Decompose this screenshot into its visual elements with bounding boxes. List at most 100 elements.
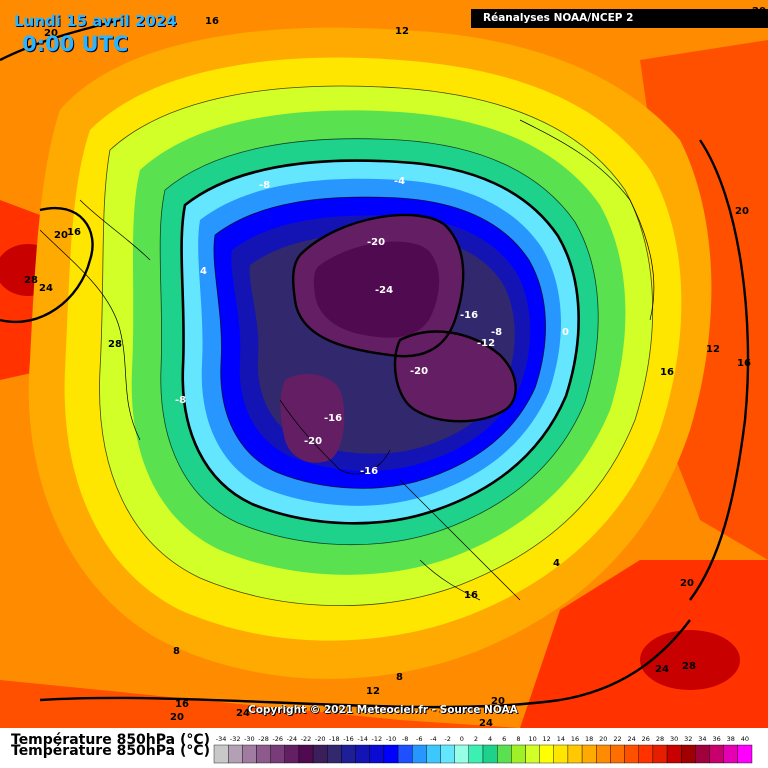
legend-tick-label: -10 xyxy=(386,735,397,743)
map-label: 20 xyxy=(44,28,58,39)
legend-tick-label: -4 xyxy=(430,735,436,743)
legend-swatch xyxy=(312,744,328,764)
map-label: -4 xyxy=(394,176,405,187)
legend-swatch xyxy=(737,744,753,764)
copyright-notice: Copyright © 2021 Meteociel.fr - Source N… xyxy=(248,704,518,716)
map-label: 0 xyxy=(562,327,569,338)
map-label: -8 xyxy=(259,180,270,191)
isotherm-20-nw xyxy=(0,207,94,324)
map-label: 28 xyxy=(108,339,122,350)
cold-core-inner xyxy=(313,241,440,338)
legend-swatch xyxy=(723,744,739,764)
map-label: 8 xyxy=(173,646,180,657)
map-label: 20 xyxy=(491,696,505,707)
legend-swatch xyxy=(681,744,696,764)
legend-tick-label: 14 xyxy=(557,735,565,743)
isotherm-minus20 xyxy=(291,213,465,358)
legend-tick-label: 30 xyxy=(670,735,678,743)
color-legend: Température 850hPa (°C) Température 850h… xyxy=(0,728,768,768)
map-label: 28 xyxy=(682,661,696,672)
map-label: 8 xyxy=(396,672,403,683)
map-date: Lundi 15 avril 2024 xyxy=(14,12,177,30)
legend-swatch xyxy=(341,744,356,764)
legend-tick-label: -26 xyxy=(272,735,283,743)
legend-swatch xyxy=(567,744,583,764)
legend-tick-label: 4 xyxy=(488,735,492,743)
legend-tick-label: 2 xyxy=(474,735,478,743)
legend-swatch xyxy=(298,744,314,764)
coastline-europe xyxy=(399,479,521,601)
legend-swatch xyxy=(638,744,654,764)
coastline-asia xyxy=(519,119,655,321)
legend-title: Température 850hPa (°C) xyxy=(11,732,211,748)
legend-tick-label: -8 xyxy=(402,735,408,743)
map-label: 24 xyxy=(479,718,493,728)
legend-swatch xyxy=(355,744,371,764)
data-source-label: Réanalyses NOAA/NCEP 2 xyxy=(471,9,768,28)
legend-tick-label: -24 xyxy=(287,735,298,743)
legend-tick-label: 28 xyxy=(656,735,664,743)
map-label: -20 xyxy=(367,237,385,248)
legend-tick-label: 8 xyxy=(516,735,520,743)
legend-swatch xyxy=(383,744,399,764)
legend-tick-label: 34 xyxy=(698,735,706,743)
legend-tick-label: 40 xyxy=(741,735,749,743)
map-label: 20 xyxy=(170,712,184,723)
legend-swatch xyxy=(596,744,611,764)
legend-tick-label: 16 xyxy=(571,735,579,743)
legend-swatch xyxy=(709,744,724,764)
map-label: -16 xyxy=(360,466,378,477)
legend-swatch xyxy=(242,744,257,764)
legend-swatch xyxy=(525,744,540,764)
legend-tick-label: -2 xyxy=(444,735,450,743)
legend-swatch xyxy=(539,744,555,764)
map-label: 24 xyxy=(39,283,53,294)
map-time: 0:00 UTC xyxy=(22,32,129,56)
contour-lines xyxy=(99,85,654,607)
map-label: -20 xyxy=(410,366,428,377)
map-label: 12 xyxy=(706,344,720,355)
legend-tick-label: 38 xyxy=(727,735,735,743)
legend-swatch xyxy=(397,744,413,764)
map-label: 16 xyxy=(67,227,81,238)
legend-swatch xyxy=(440,744,455,764)
map-label: 16 xyxy=(175,699,189,710)
legend-tick-label: 22 xyxy=(613,735,621,743)
legend-tick-label: -20 xyxy=(315,735,326,743)
legend-swatch xyxy=(497,744,512,764)
legend-tick-label: 32 xyxy=(684,735,692,743)
legend-swatch xyxy=(411,744,427,764)
legend-tick-label: -22 xyxy=(301,735,312,743)
legend-tick-label: 6 xyxy=(502,735,506,743)
legend-tick-label: -30 xyxy=(244,735,255,743)
map-label: 20 xyxy=(735,206,749,217)
legend-scale: -34 -32 -30 -28 -26 -24 -22 -20 -18 -16 -14 -12 -10-… xyxy=(213,735,753,764)
temperature-map: 16 12 20 20 20 16 28 24 4 -8 -4 -20 -24 … xyxy=(0,6,768,728)
legend-swatch xyxy=(369,744,385,764)
map-label: -16 xyxy=(324,413,342,424)
map-label: 20 xyxy=(54,230,68,241)
warm-region-south xyxy=(0,680,520,728)
legend-tick-label: -28 xyxy=(258,735,269,743)
legend-swatch xyxy=(482,744,498,764)
legend-tick-label: -34 xyxy=(216,735,227,743)
map-label: -16 xyxy=(460,310,478,321)
legend-tick-label: 26 xyxy=(642,735,650,743)
map-label: -12 xyxy=(477,338,495,349)
legend-tick-label: 12 xyxy=(543,735,551,743)
legend-swatch xyxy=(581,744,597,764)
legend-swatch xyxy=(228,744,243,764)
legend-tick-label: -32 xyxy=(230,735,241,743)
legend-tick-label: -6 xyxy=(416,735,422,743)
map-label: -24 xyxy=(375,285,393,296)
legend-tick-label: 24 xyxy=(628,735,636,743)
hot-core-southeast xyxy=(640,630,740,690)
coastline-north-america xyxy=(39,199,151,441)
legend-swatch xyxy=(553,744,569,764)
legend-swatch xyxy=(426,744,441,764)
isotherm-20-east xyxy=(689,139,750,601)
legend-tick-label: 0 xyxy=(460,735,464,743)
legend-swatch xyxy=(610,744,625,764)
legend-swatch xyxy=(624,744,640,764)
isotherm-20-south xyxy=(39,619,691,709)
